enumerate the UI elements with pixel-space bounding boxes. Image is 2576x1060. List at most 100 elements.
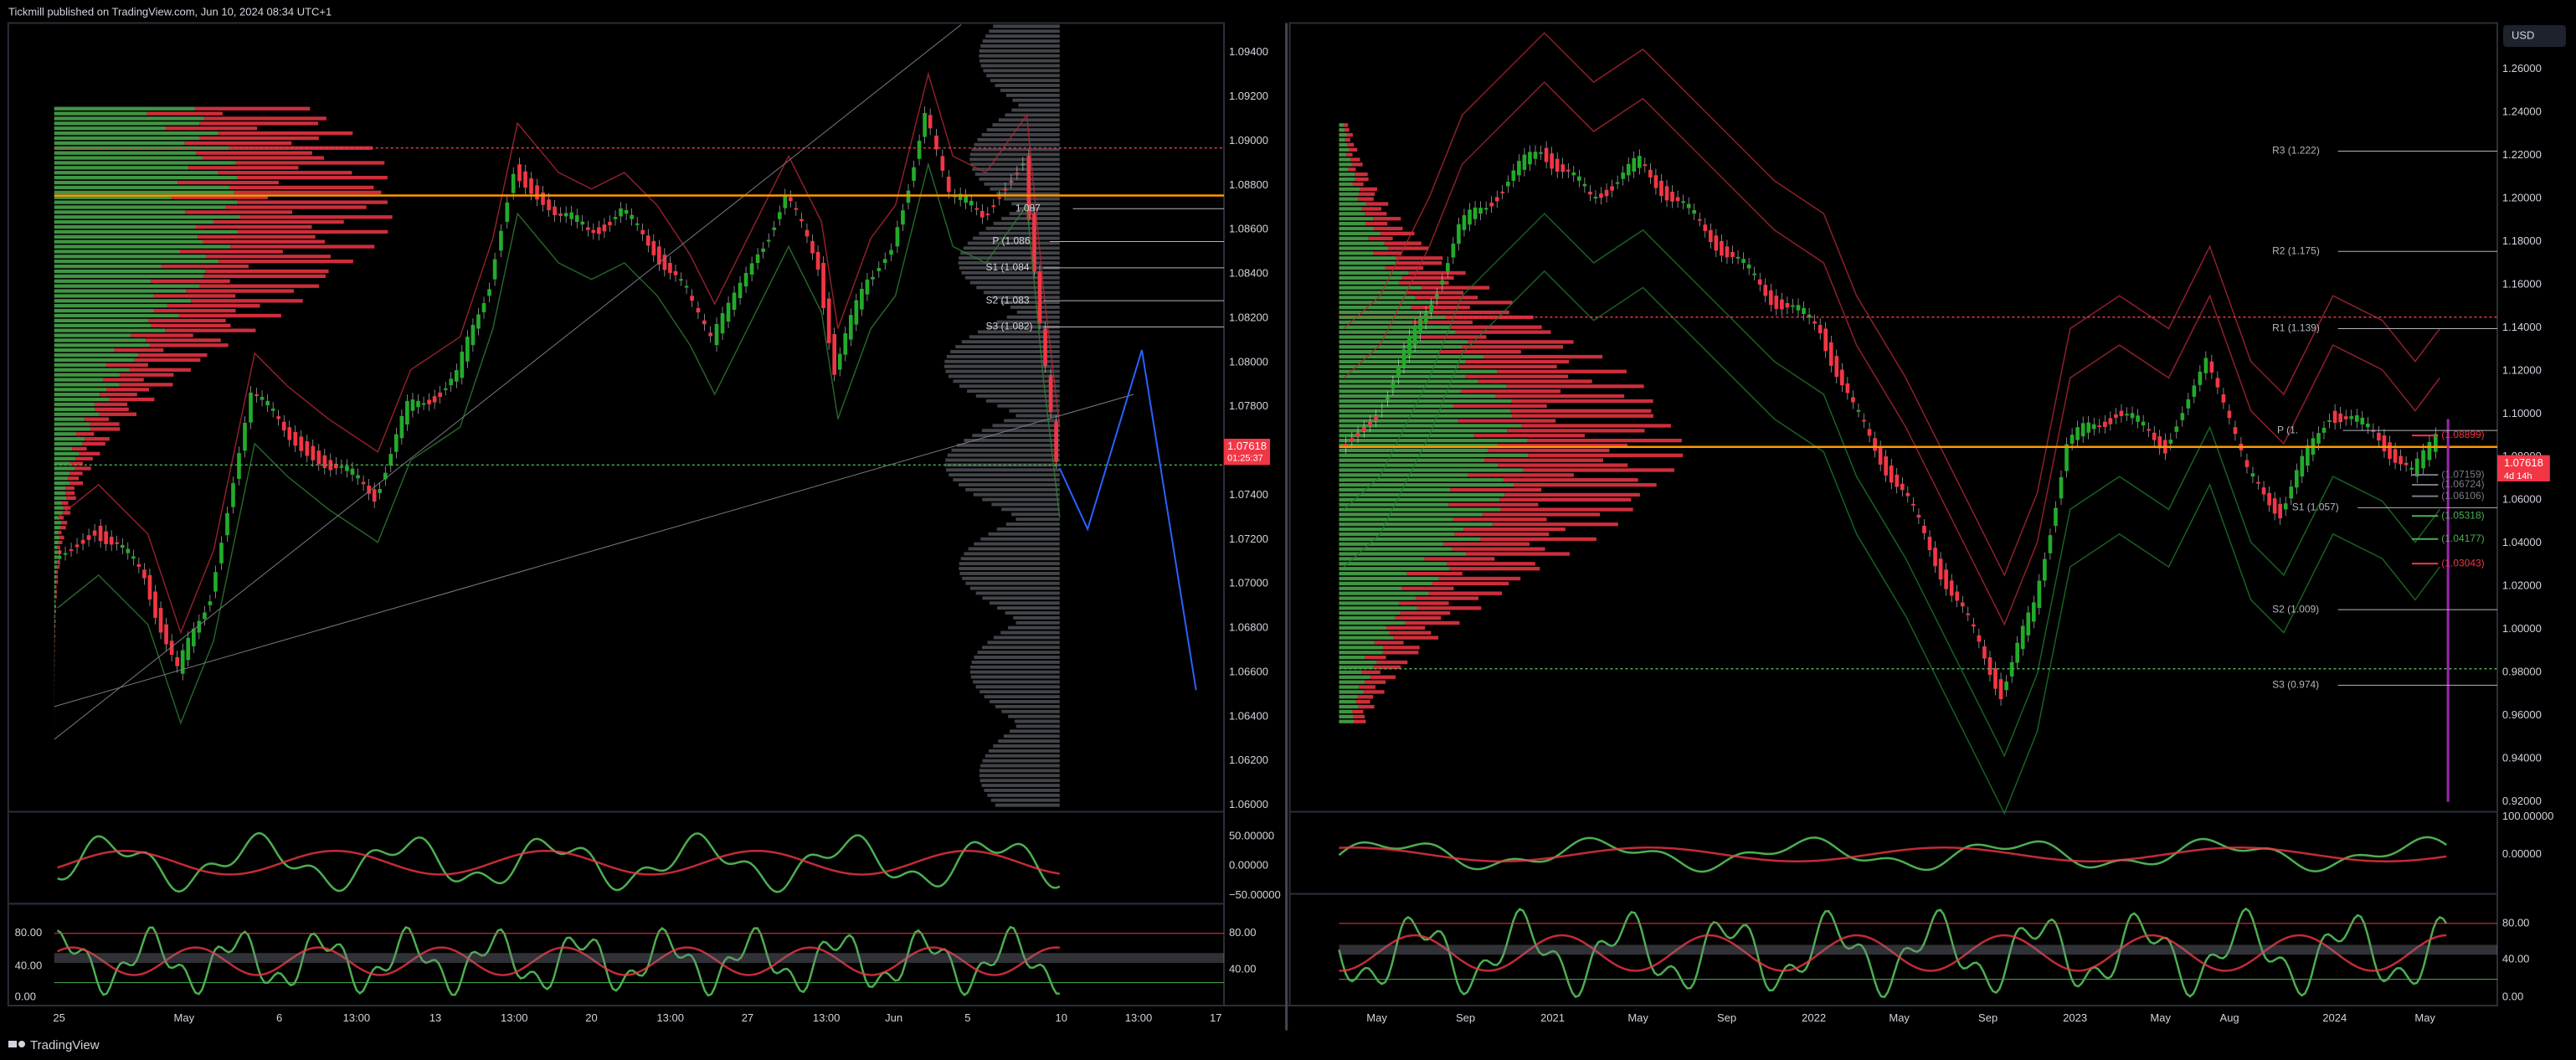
volume-profile-bar <box>1352 182 1364 187</box>
time-axis-label: 13:00 <box>343 1011 371 1024</box>
session-volume-bar <box>984 182 1060 186</box>
price-axis-label: 1.18000 <box>2502 234 2542 247</box>
session-volume-bar <box>959 571 1060 575</box>
session-volume-bar <box>979 769 1060 773</box>
volume-profile-bar <box>1495 394 1625 399</box>
volume-profile-bar <box>54 530 59 535</box>
price-tag <box>1224 438 1271 466</box>
candle <box>743 273 748 287</box>
price-axis-label: 1.09000 <box>1229 134 1268 147</box>
candle <box>1429 305 1434 312</box>
volume-profile-bar <box>1339 330 1456 334</box>
session-volume-bar <box>1010 306 1060 309</box>
oscillator-line <box>57 849 1060 876</box>
session-volume-bar <box>964 552 1060 556</box>
volume-profile-bar <box>1339 404 1453 409</box>
session-volume-bar <box>979 59 1060 63</box>
volume-profile-bar <box>90 422 120 426</box>
volume-profile-bar <box>54 427 90 431</box>
volume-profile-bar <box>1393 635 1439 640</box>
candle <box>316 450 321 465</box>
candle <box>2020 625 2025 650</box>
candle <box>2393 449 2398 463</box>
session-volume-bar <box>989 601 1060 605</box>
volume-profile-bar <box>153 294 236 298</box>
session-volume-bar <box>977 651 1060 655</box>
stoch-axis-label: 80.00 <box>15 926 43 939</box>
session-volume-bar <box>993 635 1060 640</box>
volume-profile-bar <box>1339 557 1425 561</box>
candle <box>2086 422 2091 433</box>
session-volume-bar <box>973 492 1060 497</box>
volume-profile-bar <box>120 373 174 377</box>
session-volume-bar <box>1003 197 1060 201</box>
volume-profile-bar <box>54 441 83 446</box>
volume-profile-bar <box>54 294 154 298</box>
volume-profile-bar <box>1350 157 1360 162</box>
volume-profile-bar <box>54 175 238 180</box>
volume-profile-bar <box>54 363 106 368</box>
volume-profile-bar <box>1339 641 1375 645</box>
level-label: (1.06724) <box>2441 478 2484 490</box>
session-volume-bar <box>991 502 1060 507</box>
volume-profile-bar <box>99 412 137 416</box>
volume-profile-bar <box>54 352 139 358</box>
volume-profile-bar <box>203 274 326 279</box>
volume-profile-bar <box>1339 256 1396 260</box>
volume-profile-bar <box>1339 414 1512 418</box>
volume-profile-bar <box>1497 443 1627 448</box>
volume-profile-bar <box>1339 586 1402 590</box>
session-volume-bar <box>989 29 1060 33</box>
volume-profile-bar <box>199 284 320 288</box>
session-volume-bar <box>965 487 1060 491</box>
candle <box>974 208 979 210</box>
band-upper <box>1343 32 2440 577</box>
price-axis-label: 0.94000 <box>2502 752 2542 764</box>
session-volume-bar <box>969 157 1060 162</box>
candle <box>2278 503 2283 519</box>
volume-profile-bar <box>54 333 131 337</box>
volume-profile-bar <box>54 161 236 165</box>
candle <box>1528 152 1532 165</box>
volume-profile-bar <box>1339 635 1394 640</box>
volume-profile-bar <box>230 244 375 249</box>
candle <box>1391 382 1396 389</box>
candle <box>75 544 80 548</box>
volume-profile-bar <box>54 180 178 185</box>
candle <box>1632 157 1637 172</box>
candle <box>877 268 882 271</box>
candle <box>1522 154 1527 170</box>
candle <box>1851 397 1855 403</box>
stoch-axis-label: 80.00 <box>1229 926 1257 939</box>
session-volume-bar <box>976 286 1060 290</box>
volume-profile-bar <box>1339 265 1386 270</box>
candle <box>2377 432 2381 441</box>
volume-profile-bar <box>1339 320 1413 325</box>
session-volume-bar <box>984 789 1060 792</box>
time-axis-label: Sep <box>1456 1011 1475 1024</box>
candle <box>1697 219 1702 221</box>
session-volume-bar <box>959 567 1060 570</box>
currency-button[interactable] <box>2503 25 2566 47</box>
volume-profile-bar <box>54 511 64 515</box>
currency-label[interactable]: USD <box>2512 28 2534 41</box>
candle <box>917 141 922 159</box>
candle <box>1823 328 1828 352</box>
price-tag-label: 1.07618 <box>1227 440 1267 452</box>
candle <box>2136 415 2140 422</box>
candle <box>1900 483 1905 491</box>
candle <box>1664 186 1669 201</box>
volume-profile-bar <box>54 224 196 229</box>
candle <box>2043 558 2047 581</box>
session-volume-bar <box>960 251 1060 255</box>
candle <box>1350 438 1355 442</box>
candle <box>1483 208 1489 210</box>
volume-profile-bar <box>54 156 203 160</box>
volume-profile-bar <box>114 348 164 352</box>
candle <box>964 195 969 203</box>
session-volume-bar <box>983 291 1060 295</box>
volume-profile-bar <box>1506 384 1644 388</box>
session-volume-bar <box>968 547 1060 551</box>
volume-profile-bar <box>1339 172 1355 177</box>
